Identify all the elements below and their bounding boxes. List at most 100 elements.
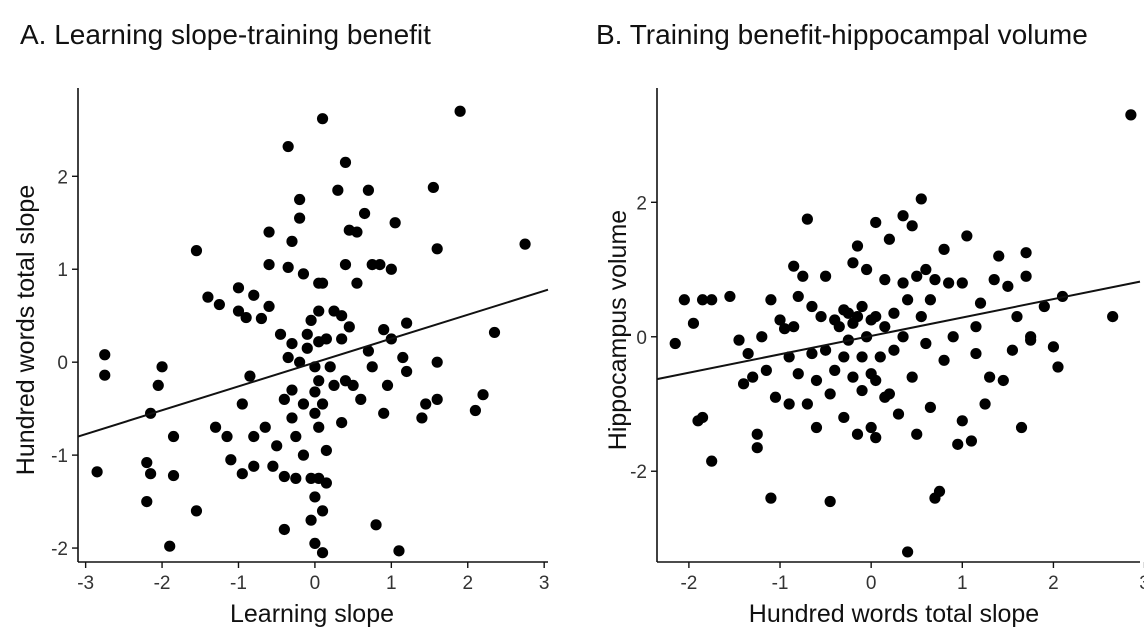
data-point-a: [336, 310, 348, 322]
y-axis-label-b: Hippocampus volume: [604, 210, 632, 450]
data-point-a: [255, 312, 268, 325]
data-point-a: [301, 328, 313, 340]
data-point-a: [316, 547, 329, 559]
data-point-b: [974, 297, 987, 309]
data-point-b: [938, 243, 950, 255]
data-point-a: [248, 289, 260, 301]
data-point-b: [879, 274, 891, 286]
data-point-a: [431, 243, 443, 255]
y-tick-label-a: 1: [57, 260, 68, 281]
data-point-a: [156, 361, 168, 373]
data-point-a: [202, 291, 214, 303]
data-point-b: [783, 351, 795, 363]
data-point-a: [385, 263, 397, 275]
data-point-a: [362, 184, 375, 196]
data-point-a: [99, 349, 111, 361]
data-point-b: [756, 331, 768, 343]
data-point-b: [1025, 334, 1037, 346]
data-point-a: [294, 212, 306, 224]
data-point-b: [938, 354, 950, 366]
data-point-a: [236, 468, 248, 480]
data-point-b: [751, 428, 763, 440]
scatter-plot-b: B. Training benefit-hippocampal volume H…: [596, 19, 1144, 628]
data-point-b: [906, 220, 918, 232]
data-point-b: [956, 277, 968, 289]
data-point-b: [788, 321, 800, 333]
data-point-a: [339, 258, 352, 271]
data-point-b: [810, 421, 823, 434]
data-point-b: [856, 300, 868, 313]
x-tick-label-a: 2: [462, 573, 473, 594]
data-point-b: [911, 428, 923, 440]
x-tick-label-a: -2: [154, 573, 171, 594]
data-point-a: [145, 468, 157, 480]
data-point-b: [870, 310, 882, 323]
data-point-b: [924, 294, 936, 306]
data-point-a: [190, 245, 203, 257]
data-point-a: [282, 261, 294, 273]
data-point-b: [1107, 310, 1119, 323]
data-point-b: [815, 310, 827, 323]
data-point-a: [336, 333, 348, 345]
data-point-b: [979, 398, 991, 410]
data-point-b: [824, 495, 836, 508]
data-point-a: [263, 226, 275, 238]
data-point-a: [213, 298, 225, 311]
data-point-a: [351, 277, 363, 289]
data-point-b: [788, 260, 800, 272]
data-point-a: [141, 495, 153, 508]
data-point-a: [167, 469, 180, 482]
data-point-b: [792, 290, 804, 303]
data-point-a: [358, 207, 371, 220]
data-point-a: [370, 519, 382, 531]
data-point-b: [801, 213, 813, 225]
data-point-b: [851, 240, 864, 252]
data-point-a: [99, 369, 111, 381]
y-tick-label-a: -2: [51, 539, 68, 560]
data-point-a: [294, 193, 306, 206]
data-point-a: [286, 337, 298, 350]
data-point-a: [263, 300, 275, 313]
data-point-b: [897, 210, 909, 222]
data-point-b: [737, 378, 750, 390]
data-point-a: [152, 379, 164, 392]
data-point-b: [733, 334, 745, 346]
x-tick-label-a: 0: [310, 573, 321, 594]
y-tick-label-a: -1: [51, 446, 68, 467]
data-point-a: [267, 460, 279, 472]
data-point-a: [401, 365, 413, 378]
data-point-b: [970, 321, 982, 333]
panel-b: B. Training benefit-hippocampal volume H…: [572, 0, 1144, 630]
data-point-b: [1011, 310, 1023, 323]
data-point-a: [316, 113, 329, 125]
data-point-a: [320, 477, 332, 489]
data-point-b: [1006, 344, 1019, 356]
data-point-a: [309, 386, 321, 398]
data-point-a: [374, 258, 386, 271]
data-point-b: [929, 274, 941, 286]
data-point-b: [906, 371, 918, 383]
data-point-b: [902, 294, 914, 306]
data-point-a: [244, 370, 256, 382]
data-point-b: [1002, 280, 1014, 292]
data-point-a: [316, 277, 329, 289]
x-tick-label-b: -2: [680, 573, 697, 594]
data-point-a: [355, 393, 367, 405]
data-point-a: [91, 466, 103, 478]
y-axis-label-a: Hundred words total slope: [12, 185, 40, 475]
data-point-a: [167, 430, 180, 443]
data-point-b: [847, 257, 859, 269]
data-point-b: [819, 344, 832, 356]
data-point-b: [696, 294, 709, 306]
data-point-a: [259, 421, 271, 433]
data-point-a: [313, 375, 325, 387]
data-point-b: [1052, 361, 1064, 373]
x-tick-label-a: -1: [230, 573, 247, 594]
data-point-b: [706, 455, 718, 467]
data-point-b: [897, 277, 909, 289]
data-point-a: [190, 505, 203, 517]
data-point-b: [915, 310, 927, 323]
x-tick-label-b: 2: [1048, 573, 1059, 594]
data-point-a: [378, 324, 390, 336]
data-point-b: [874, 351, 886, 363]
